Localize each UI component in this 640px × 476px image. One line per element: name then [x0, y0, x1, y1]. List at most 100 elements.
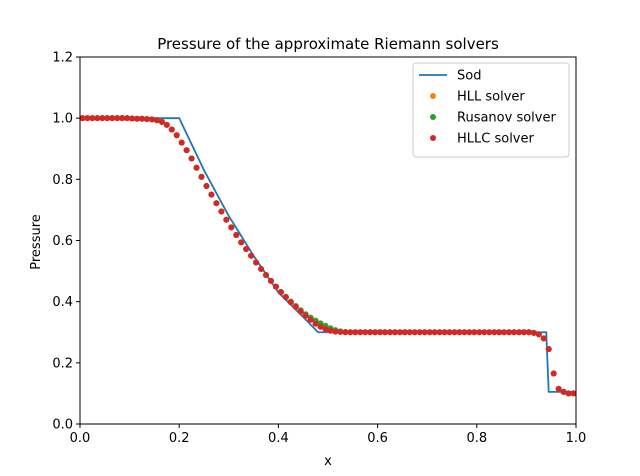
point-hllc-solver-44 — [297, 308, 304, 315]
point-hllc-solver-65 — [401, 329, 408, 336]
point-hllc-solver-58 — [367, 329, 374, 336]
point-hllc-solver-62 — [387, 329, 393, 336]
point-hllc-solver-57 — [362, 329, 369, 336]
point-hllc-solver-66 — [406, 329, 413, 336]
point-hllc-solver-89 — [520, 329, 527, 336]
point-hllc-solver-27 — [213, 200, 220, 207]
point-hllc-solver-3 — [94, 115, 101, 122]
point-hllc-solver-52 — [337, 328, 344, 335]
point-hllc-solver-49 — [322, 326, 329, 333]
point-hllc-solver-93 — [540, 335, 547, 342]
point-hllc-solver-94 — [545, 346, 552, 353]
point-hllc-solver-81 — [481, 329, 488, 336]
plot-area — [80, 115, 576, 397]
point-hllc-solver-40 — [277, 289, 284, 296]
point-hllc-solver-67 — [411, 329, 418, 336]
legend-swatch-hll-solver — [430, 93, 436, 99]
point-hllc-solver-28 — [218, 208, 225, 215]
y-tick-label: 0.6 — [52, 234, 73, 249]
point-hllc-solver-36 — [258, 265, 265, 272]
point-hllc-solver-61 — [382, 329, 389, 336]
point-hllc-solver-56 — [357, 329, 364, 336]
point-hllc-solver-37 — [263, 272, 269, 279]
point-hllc-solver-85 — [501, 329, 508, 336]
x-tick-label: 0.0 — [70, 431, 91, 446]
point-hllc-solver-50 — [327, 327, 334, 334]
legend-swatch-hllc-solver — [430, 135, 436, 141]
point-hllc-solver-84 — [496, 329, 503, 336]
point-hllc-solver-83 — [491, 329, 498, 336]
point-hllc-solver-24 — [198, 173, 205, 180]
point-hllc-solver-97 — [560, 388, 567, 395]
axes: 0.0 0.2 0.4 0.6 0.8 1.0 0.0 0.2 0.4 0.6 0.8 1.0 1.2 — [52, 51, 586, 447]
point-hllc-solver-42 — [287, 299, 294, 306]
point-hllc-solver-78 — [466, 329, 473, 336]
point-hllc-solver-91 — [530, 329, 537, 336]
point-hllc-solver-76 — [456, 329, 463, 336]
x-tick-label: 0.8 — [466, 431, 487, 446]
point-hllc-solver-77 — [461, 329, 468, 336]
point-hllc-solver-12 — [139, 115, 145, 122]
legend-label-rusanov-solver: Rusanov solver — [457, 111, 556, 126]
point-hllc-solver-8 — [119, 115, 126, 122]
point-hllc-solver-87 — [511, 329, 517, 336]
point-hllc-solver-63 — [391, 329, 398, 336]
point-hllc-solver-19 — [173, 132, 180, 139]
legend: Sod HLL solver Rusanov solver HLLC solver — [412, 62, 570, 158]
point-hllc-solver-55 — [352, 329, 359, 336]
y-tick-label: 1.2 — [52, 51, 73, 66]
point-hllc-solver-34 — [248, 252, 255, 259]
x-tick-label: 0.6 — [367, 431, 388, 446]
point-hllc-solver-29 — [223, 216, 230, 223]
point-hllc-solver-92 — [535, 331, 542, 338]
point-hllc-solver-32 — [238, 239, 245, 246]
point-hllc-solver-51 — [332, 328, 339, 335]
point-hllc-solver-31 — [233, 232, 240, 238]
point-hllc-solver-35 — [253, 259, 260, 266]
y-axis-label: Pressure — [29, 214, 44, 270]
point-hllc-solver-90 — [525, 329, 532, 336]
point-hllc-solver-18 — [168, 126, 175, 133]
point-hllc-solver-53 — [342, 329, 349, 336]
point-hllc-solver-64 — [396, 329, 403, 336]
point-hllc-solver-14 — [148, 116, 155, 123]
legend-label-hll-solver: HLL solver — [457, 90, 525, 105]
point-hllc-solver-1 — [84, 115, 91, 122]
point-hllc-solver-69 — [421, 329, 428, 336]
point-hllc-solver-9 — [124, 115, 131, 122]
point-hllc-solver-46 — [307, 316, 314, 323]
point-hllc-solver-71 — [431, 329, 438, 336]
point-hllc-solver-70 — [426, 329, 433, 336]
point-hllc-solver-11 — [134, 115, 141, 122]
y-tick-label: 0.4 — [52, 295, 73, 310]
point-hllc-solver-5 — [104, 115, 111, 122]
legend-label-hllc-solver: HLLC solver — [457, 132, 535, 147]
point-hllc-solver-33 — [243, 246, 250, 253]
point-hllc-solver-54 — [347, 329, 354, 336]
point-hllc-solver-74 — [446, 329, 453, 336]
x-tick-label: 0.4 — [268, 431, 289, 446]
point-hllc-solver-86 — [506, 329, 513, 336]
point-hllc-solver-48 — [317, 323, 324, 330]
point-hllc-solver-2 — [89, 115, 96, 122]
point-hllc-solver-39 — [272, 283, 279, 290]
point-hllc-solver-22 — [188, 155, 195, 162]
point-hllc-solver-10 — [129, 115, 136, 122]
point-hllc-solver-0 — [80, 115, 86, 122]
point-hllc-solver-80 — [476, 329, 483, 336]
point-hllc-solver-26 — [208, 191, 215, 198]
point-hllc-solver-98 — [565, 390, 572, 397]
legend-box — [412, 62, 570, 158]
point-hllc-solver-15 — [153, 117, 160, 124]
point-hllc-solver-21 — [183, 147, 190, 154]
legend-swatch-rusanov-solver — [430, 114, 436, 120]
point-hllc-solver-60 — [377, 329, 384, 336]
point-hllc-solver-23 — [193, 164, 200, 171]
point-hllc-solver-95 — [550, 370, 557, 377]
point-hllc-solver-68 — [416, 329, 423, 336]
x-tick-label: 0.2 — [169, 431, 190, 446]
point-hllc-solver-73 — [441, 329, 448, 336]
point-hllc-solver-45 — [302, 312, 309, 319]
point-hllc-solver-72 — [436, 329, 443, 336]
